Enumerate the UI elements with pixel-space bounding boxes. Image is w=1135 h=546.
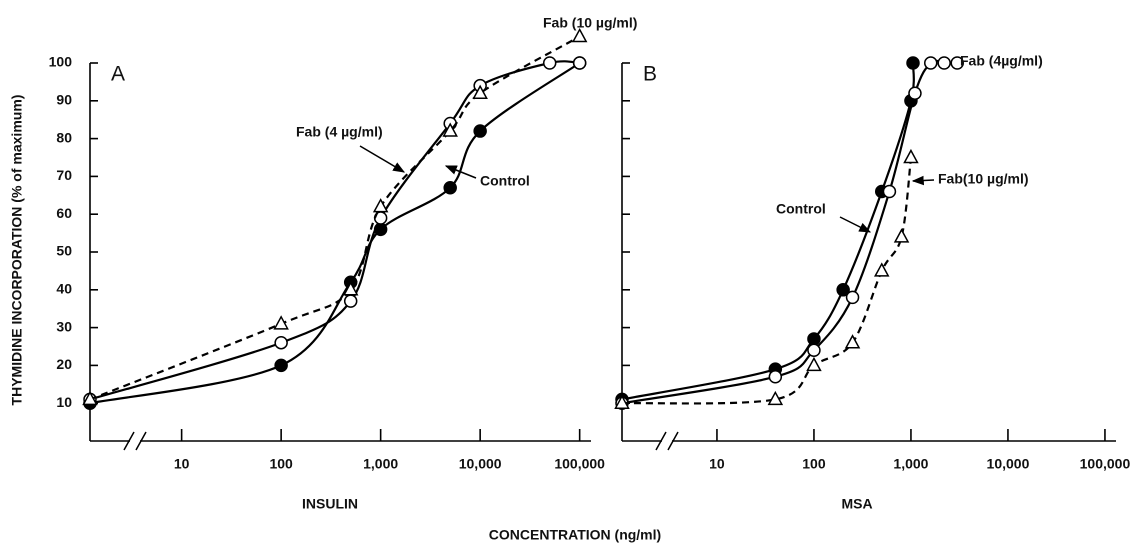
- marker: [845, 290, 860, 305]
- marker: [873, 262, 890, 277]
- marker: [572, 56, 587, 70]
- marker: [908, 86, 922, 100]
- annotation-arrow: [444, 165, 477, 179]
- y-tick-label: 100: [49, 54, 73, 70]
- y-tick-label: 80: [56, 129, 72, 145]
- marker: [767, 390, 784, 406]
- x-tick-label: 1,000: [893, 456, 928, 472]
- marker: [443, 180, 457, 195]
- marker: [614, 394, 630, 409]
- marker: [82, 390, 98, 406]
- marker: [442, 122, 458, 137]
- marker: [571, 27, 588, 43]
- y-tick-label: 90: [56, 92, 72, 108]
- x-axis-title: CONCENTRATION (ng/ml): [489, 527, 661, 543]
- marker: [937, 56, 951, 70]
- x-tick-label: 1,000: [363, 456, 398, 472]
- marker: [274, 358, 288, 373]
- y-tick-label: 20: [56, 356, 72, 372]
- marker: [273, 315, 289, 330]
- x-tick-label: 100: [802, 456, 826, 472]
- series-label: Fab (4 µg/ml): [296, 124, 383, 140]
- marker: [274, 335, 288, 350]
- axis-break: [655, 431, 679, 451]
- marker: [882, 184, 897, 199]
- x-tick-label: 100,000: [1080, 456, 1131, 472]
- curve: [621, 157, 913, 405]
- series-label: Fab (4µg/ml): [960, 53, 1043, 69]
- y-tick-label: 40: [56, 281, 72, 297]
- x-axis-label: MSA: [841, 496, 872, 512]
- x-tick-label: 100,000: [554, 456, 605, 472]
- panel-label: A: [111, 63, 125, 86]
- x-tick-label: 100: [269, 456, 293, 472]
- marker: [807, 332, 821, 346]
- x-tick-label: 10,000: [987, 456, 1030, 472]
- marker: [473, 124, 487, 138]
- y-tick-label: 30: [56, 318, 72, 334]
- y-tick-label: 10: [56, 394, 72, 410]
- y-tick-label: 70: [56, 167, 72, 183]
- marker: [806, 356, 822, 372]
- series-label: Fab(10 µg/ml): [938, 171, 1029, 187]
- marker: [807, 343, 821, 358]
- y-tick-label: 50: [56, 243, 72, 259]
- series-label: Fab (10 µg/ml): [543, 15, 637, 31]
- x-tick-label: 10,000: [459, 456, 502, 472]
- x-axis-label: INSULIN: [302, 496, 358, 512]
- panel-label: B: [643, 63, 657, 86]
- marker: [923, 56, 938, 70]
- curve: [89, 35, 581, 401]
- x-tick-label: 10: [174, 456, 190, 472]
- annotation-arrow: [911, 175, 935, 186]
- marker: [343, 294, 358, 308]
- axis-break: [123, 431, 147, 451]
- annotation-arrow: [359, 145, 406, 173]
- marker: [836, 283, 850, 297]
- curve: [89, 62, 581, 405]
- marker: [768, 369, 783, 384]
- marker: [342, 281, 359, 296]
- marker: [950, 56, 964, 70]
- marker: [903, 148, 919, 164]
- series-label: Control: [480, 173, 530, 189]
- series-label: Control: [776, 201, 826, 217]
- marker: [372, 198, 389, 213]
- marker: [472, 84, 488, 99]
- marker: [893, 228, 910, 243]
- y-axis-title: THYMIDINE INCORPORATION (% of maximum): [9, 95, 25, 406]
- marker: [844, 334, 861, 349]
- annotation-arrow: [839, 216, 872, 233]
- marker: [906, 56, 920, 70]
- x-tick-label: 10: [709, 456, 725, 472]
- marker: [542, 56, 557, 70]
- y-tick-label: 60: [56, 205, 72, 221]
